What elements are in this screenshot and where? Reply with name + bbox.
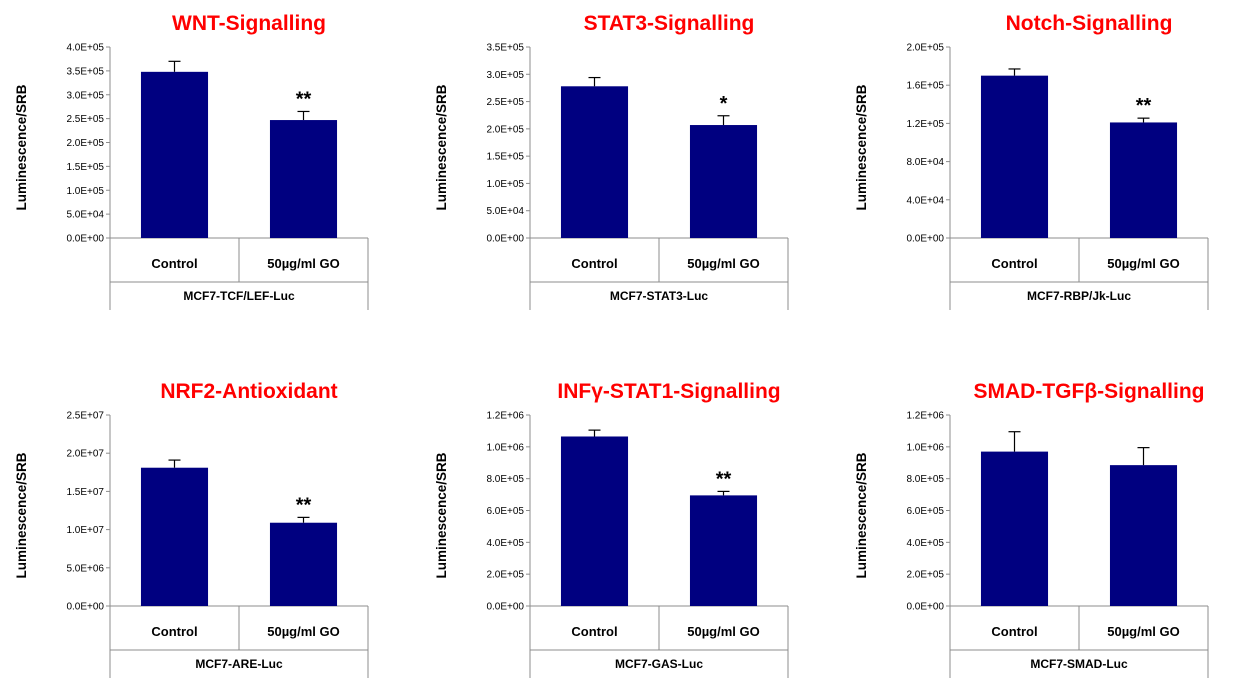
y-tick-label: 4.0E+04 xyxy=(906,195,944,206)
group-label: MCF7-SMAD-Luc xyxy=(1030,657,1128,671)
y-tick-label: 2.5E+07 xyxy=(66,411,104,422)
chart-title: STAT3-Signalling xyxy=(584,12,755,35)
significance-mark: ** xyxy=(1136,95,1152,117)
y-tick-label: 4.0E+05 xyxy=(906,538,944,549)
y-tick-label: 1.6E+05 xyxy=(906,81,944,92)
bar xyxy=(140,71,209,238)
y-tick-label: 3.0E+05 xyxy=(66,90,104,101)
y-tick-label: 1.5E+05 xyxy=(486,152,524,163)
chart-title: Notch-Signalling xyxy=(1006,12,1173,35)
y-axis-label: Luminescence/SRB xyxy=(434,84,449,210)
category-label: 50µg/ml GO xyxy=(267,256,340,271)
group-label: MCF7-RBP/Jk-Luc xyxy=(1027,289,1131,303)
y-tick-label: 5.0E+04 xyxy=(486,206,524,217)
group-label: MCF7-GAS-Luc xyxy=(615,657,703,671)
y-tick-label: 3.5E+05 xyxy=(66,66,104,77)
y-tick-label: 3.5E+05 xyxy=(486,43,524,54)
chart-title: SMAD-TGFβ-Signalling xyxy=(974,380,1205,403)
significance-mark: ** xyxy=(296,88,312,110)
bar xyxy=(1109,465,1178,606)
y-tick-label: 2.5E+05 xyxy=(486,97,524,108)
y-tick-label: 1.5E+07 xyxy=(66,487,104,498)
y-axis-label: Luminescence/SRB xyxy=(434,452,449,578)
chart-panel: Notch-Signalling Luminescence/SRB 0.0E+00 4… xyxy=(854,12,1209,310)
y-tick-label: 2.0E+05 xyxy=(486,570,524,581)
y-tick-label: 1.0E+07 xyxy=(66,525,104,536)
y-tick-label: 1.0E+06 xyxy=(906,442,944,453)
bar xyxy=(1109,122,1178,238)
y-tick-label: 8.0E+04 xyxy=(906,157,944,168)
category-label: Control xyxy=(991,256,1037,271)
bar xyxy=(140,467,209,606)
y-tick-label: 5.0E+06 xyxy=(66,563,104,574)
y-tick-label: 5.0E+04 xyxy=(66,210,104,221)
y-tick-label: 0.0E+00 xyxy=(486,234,524,245)
group-label: MCF7-ARE-Luc xyxy=(195,657,283,671)
y-tick-label: 1.0E+05 xyxy=(66,186,104,197)
y-axis-label: Luminescence/SRB xyxy=(14,452,29,578)
y-tick-label: 4.0E+05 xyxy=(486,538,524,549)
bar xyxy=(269,522,338,606)
chart-panel: SMAD-TGFβ-Signalling Luminescence/SRB 0.0E… xyxy=(854,380,1209,678)
bar xyxy=(689,495,758,606)
category-label: Control xyxy=(151,256,197,271)
category-label: 50µg/ml GO xyxy=(687,624,760,639)
y-tick-label: 1.5E+05 xyxy=(66,162,104,173)
y-tick-label: 2.0E+05 xyxy=(486,124,524,135)
y-tick-label: 1.0E+06 xyxy=(486,442,524,453)
y-tick-label: 1.2E+06 xyxy=(906,411,944,422)
chart-panel: WNT-Signalling Luminescence/SRB 0.0E+00 5.0… xyxy=(14,12,369,310)
group-label: MCF7-TCF/LEF-Luc xyxy=(183,289,295,303)
y-tick-label: 1.0E+05 xyxy=(486,179,524,190)
chart-panel: NRF2-Antioxidant Luminescence/SRB 0.0E+00 5… xyxy=(14,380,369,678)
y-tick-label: 2.0E+05 xyxy=(906,43,944,54)
category-label: Control xyxy=(151,624,197,639)
y-tick-label: 1.2E+06 xyxy=(486,411,524,422)
y-tick-label: 8.0E+05 xyxy=(906,474,944,485)
y-tick-label: 6.0E+05 xyxy=(486,506,524,517)
group-label: MCF7-STAT3-Luc xyxy=(610,289,709,303)
y-tick-label: 0.0E+00 xyxy=(486,602,524,613)
y-tick-label: 8.0E+05 xyxy=(486,474,524,485)
y-tick-label: 1.2E+05 xyxy=(906,119,944,130)
y-tick-label: 3.0E+05 xyxy=(486,70,524,81)
y-axis-label: Luminescence/SRB xyxy=(854,452,869,578)
bar xyxy=(689,125,758,238)
y-tick-label: 2.5E+05 xyxy=(66,114,104,125)
y-tick-label: 0.0E+00 xyxy=(66,234,104,245)
y-axis-label: Luminescence/SRB xyxy=(854,84,869,210)
bar xyxy=(980,451,1049,606)
y-tick-label: 0.0E+00 xyxy=(906,234,944,245)
category-label: 50µg/ml GO xyxy=(687,256,760,271)
bar xyxy=(269,120,338,238)
chart-title: INFγ-STAT1-Signalling xyxy=(557,380,780,403)
significance-mark: * xyxy=(720,93,728,115)
category-label: 50µg/ml GO xyxy=(1107,624,1180,639)
bar xyxy=(560,436,629,606)
y-tick-label: 6.0E+05 xyxy=(906,506,944,517)
category-label: Control xyxy=(571,256,617,271)
category-label: 50µg/ml GO xyxy=(1107,256,1180,271)
chart-panel: STAT3-Signalling Luminescence/SRB 0.0E+00 5… xyxy=(434,12,789,310)
y-axis-label: Luminescence/SRB xyxy=(14,84,29,210)
significance-mark: ** xyxy=(716,468,732,490)
bar xyxy=(560,86,629,238)
y-tick-label: 2.0E+07 xyxy=(66,449,104,460)
significance-mark: ** xyxy=(296,494,312,516)
y-tick-label: 0.0E+00 xyxy=(906,602,944,613)
chart-title: WNT-Signalling xyxy=(172,12,326,35)
y-tick-label: 2.0E+05 xyxy=(66,138,104,149)
category-label: Control xyxy=(991,624,1037,639)
chart-title: NRF2-Antioxidant xyxy=(160,380,337,403)
y-tick-label: 0.0E+00 xyxy=(66,602,104,613)
chart-panel: INFγ-STAT1-Signalling Luminescence/SRB 0.0… xyxy=(434,380,789,678)
y-tick-label: 4.0E+05 xyxy=(66,43,104,54)
category-label: Control xyxy=(571,624,617,639)
y-tick-label: 2.0E+05 xyxy=(906,570,944,581)
category-label: 50µg/ml GO xyxy=(267,624,340,639)
bar xyxy=(980,75,1049,239)
